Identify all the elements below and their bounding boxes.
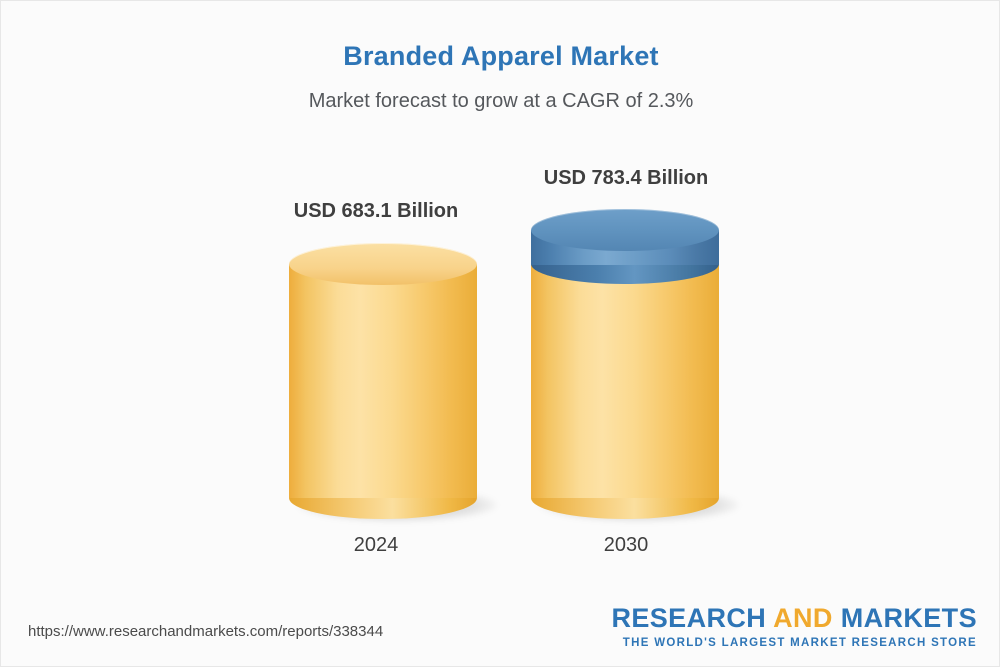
bar-2024-top [289,243,477,285]
logo-word-markets: MARKETS [840,603,977,633]
brand-logo[interactable]: RESEARCH AND MARKETS THE WORLD'S LARGEST… [611,603,977,649]
page-subtitle: Market forecast to grow at a CAGR of 2.3… [308,90,694,112]
bar-value-label-2030: USD 783.4 Billion [543,167,709,189]
bar-2024-body [289,264,477,498]
logo-tagline: THE WORLD'S LARGEST MARKET RESEARCH STOR… [622,637,977,649]
bar-category-2030: 2030 [603,534,649,556]
bar-2030-body [531,264,719,498]
bar-value-label-2024: USD 683.1 Billion [293,200,459,222]
page-title: Branded Apparel Market [343,41,659,71]
bar-category-2024: 2024 [353,534,399,556]
logo-word-research: RESEARCH [611,603,767,633]
bar-2030-blue-top [531,209,719,251]
source-url[interactable]: https://www.researchandmarkets.com/repor… [28,623,384,640]
logo-wordmark: RESEARCH AND MARKETS [611,603,977,634]
logo-word-and: AND [766,603,841,633]
